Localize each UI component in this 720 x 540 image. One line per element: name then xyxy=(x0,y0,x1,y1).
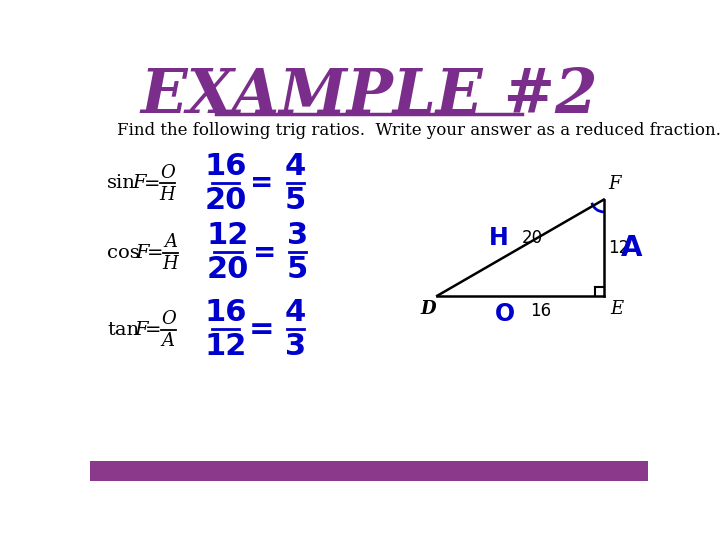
Text: A: A xyxy=(162,332,175,350)
Bar xyxy=(90,461,648,481)
Text: =: = xyxy=(145,320,161,339)
Text: H: H xyxy=(489,226,509,251)
Text: H: H xyxy=(160,186,176,204)
Text: O: O xyxy=(495,302,515,326)
Text: EXAMPLE #2: EXAMPLE #2 xyxy=(140,65,598,126)
Text: 12: 12 xyxy=(204,332,247,361)
Text: E: E xyxy=(610,300,623,318)
Text: O: O xyxy=(160,164,175,182)
Text: F: F xyxy=(132,174,146,192)
Text: 20: 20 xyxy=(207,255,249,284)
Text: 5: 5 xyxy=(287,255,308,284)
Text: 5: 5 xyxy=(284,186,306,215)
Text: 16: 16 xyxy=(204,152,247,181)
Text: tan: tan xyxy=(107,321,139,339)
Text: 12: 12 xyxy=(608,239,629,256)
Text: 16: 16 xyxy=(530,302,551,320)
Text: F: F xyxy=(136,244,149,262)
Text: =: = xyxy=(253,239,276,267)
Text: =: = xyxy=(249,315,275,344)
Text: 4: 4 xyxy=(284,152,306,181)
Text: 3: 3 xyxy=(287,221,308,251)
Text: 20: 20 xyxy=(522,230,543,247)
Text: 20: 20 xyxy=(204,186,247,215)
Text: =: = xyxy=(251,170,274,198)
Text: A: A xyxy=(621,234,642,262)
Text: 4: 4 xyxy=(284,299,306,327)
Text: D: D xyxy=(420,300,436,318)
Text: O: O xyxy=(161,310,176,328)
Text: F: F xyxy=(608,176,621,193)
Text: F: F xyxy=(134,321,148,339)
Text: 3: 3 xyxy=(285,332,306,361)
Text: sin: sin xyxy=(107,174,136,192)
Text: =: = xyxy=(147,243,163,262)
Text: H: H xyxy=(163,255,179,273)
Text: 12: 12 xyxy=(207,221,249,251)
Text: =: = xyxy=(144,174,161,193)
Text: Find the following trig ratios.  Write your answer as a reduced fraction.: Find the following trig ratios. Write yo… xyxy=(117,122,720,139)
Text: 16: 16 xyxy=(204,299,247,327)
Text: cos: cos xyxy=(107,244,140,262)
Text: A: A xyxy=(164,233,177,251)
